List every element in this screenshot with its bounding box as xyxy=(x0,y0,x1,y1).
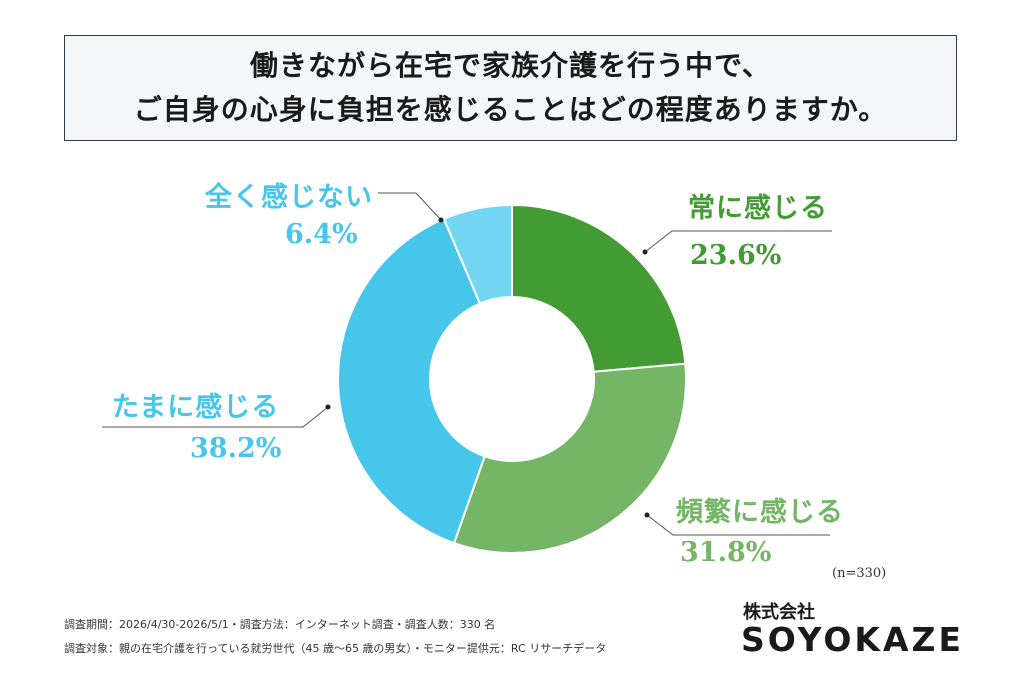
leader-sometimes-dot xyxy=(325,404,331,410)
label-always-pct: 23.6% xyxy=(690,240,782,271)
title-line-1: 働きながら在宅で家族介護を行う中で、 xyxy=(250,49,771,82)
leader-always-dot xyxy=(642,249,648,255)
leader-always xyxy=(644,230,832,253)
label-sometimes-name: たまに感じる xyxy=(112,392,280,423)
brand-company-type: 株式会社 xyxy=(743,602,815,623)
leader-sometimes xyxy=(102,406,329,428)
leader-often-dot xyxy=(644,512,650,518)
footer-survey-info: 調査期間：2026/4/30-2026/5/1・調査方法：インターネット調査・調… xyxy=(64,618,496,631)
leader-never-dot xyxy=(438,217,444,223)
label-never-name: 全く感じない xyxy=(205,182,373,213)
footer-survey-target: 調査対象：親の在宅介護を行っている就労世代（45 歳～65 歳の男女）・モニター… xyxy=(64,642,607,655)
sample-size-note: (n=330) xyxy=(832,566,887,581)
leader-never xyxy=(378,192,442,221)
slice-always xyxy=(511,203,687,373)
label-often-pct: 31.8% xyxy=(680,537,772,568)
label-always-name: 常に感じる xyxy=(688,193,828,224)
title-box: 働きながら在宅で家族介護を行う中で、 ご自身の心身に負担を感じることはどの程度あ… xyxy=(64,35,957,141)
leader-often xyxy=(646,514,830,536)
title-line-2: ご自身の心身に負担を感じることはどの程度ありますか。 xyxy=(133,93,888,126)
slice-never xyxy=(442,203,513,305)
label-never-pct: 6.4% xyxy=(285,219,358,250)
slice-sometimes xyxy=(337,217,486,545)
slice-often xyxy=(452,362,687,554)
brand-logo: SOYOKAZE xyxy=(741,620,964,659)
label-often-name: 頻繁に感じる xyxy=(676,497,844,528)
label-sometimes-pct: 38.2% xyxy=(190,433,282,464)
